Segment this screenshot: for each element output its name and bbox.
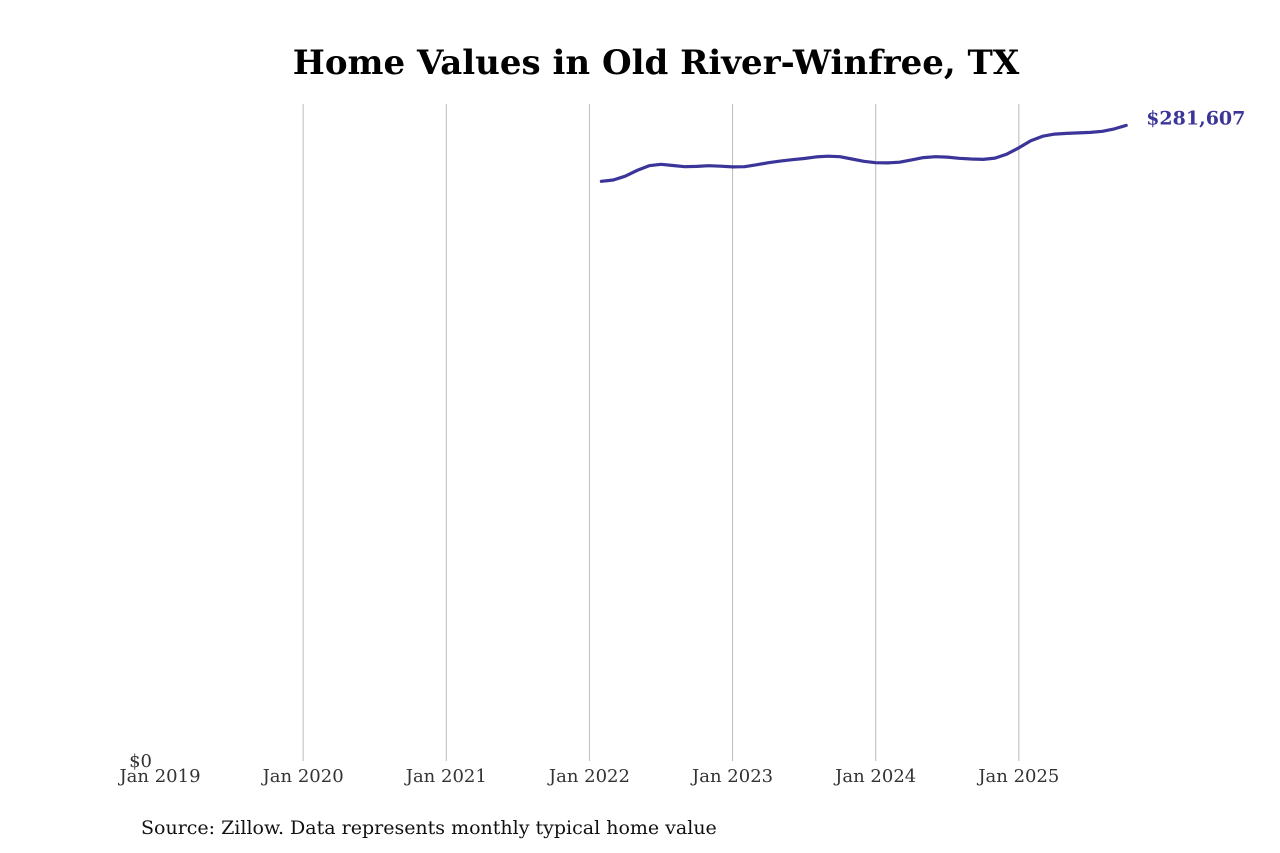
x-axis-tick-labels: Jan 2019 Jan 2020 Jan 2021 Jan 2022 Jan 2023… (117, 766, 1059, 787)
y-tick-label: $0 (129, 751, 152, 772)
end-value-label: $281,607 (1146, 107, 1245, 129)
y-axis-tick-labels: $0 (129, 751, 152, 772)
x-tick-label: Jan 2020 (261, 766, 344, 787)
source-note: Source: Zillow. Data represents monthly … (141, 817, 717, 839)
series-line (599, 123, 1128, 183)
x-tick-label: Jan 2021 (404, 766, 487, 787)
x-tick-label: Jan 2019 (117, 766, 200, 787)
chart-title: Home Values in Old River-Winfree, TX (293, 43, 1020, 83)
x-tick-label: Jan 2025 (976, 766, 1059, 787)
x-tick-label: Jan 2022 (547, 766, 630, 787)
x-tick-label: Jan 2023 (690, 766, 773, 787)
x-tick-label: Jan 2024 (833, 766, 916, 787)
gridlines (302, 104, 1020, 761)
